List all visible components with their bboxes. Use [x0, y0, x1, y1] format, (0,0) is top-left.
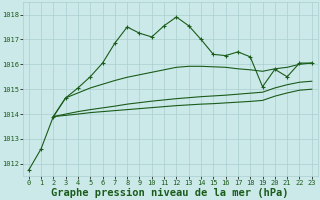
X-axis label: Graphe pression niveau de la mer (hPa): Graphe pression niveau de la mer (hPa) [52, 188, 289, 198]
